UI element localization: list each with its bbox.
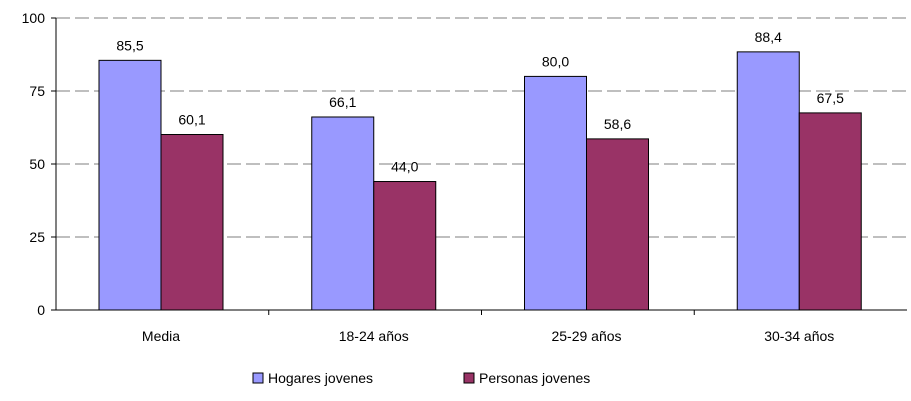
legend-swatch bbox=[252, 372, 264, 384]
data-labels: 85,5 60,1 66,1 44,0 80,0 58,6 88,4 67,5 bbox=[116, 29, 844, 175]
x-tick-label: 18-24 años bbox=[339, 328, 409, 344]
bar-hogares-jovenes-3 bbox=[736, 51, 800, 311]
legend-label: Hogares jovenes bbox=[268, 370, 373, 386]
data-label: 44,0 bbox=[391, 159, 418, 175]
legend: Hogares jovenes Personas jovenes bbox=[252, 370, 590, 386]
x-tick-label: Media bbox=[142, 328, 180, 344]
legend-swatch bbox=[463, 372, 475, 384]
bar-personas-jovenes-2 bbox=[586, 138, 649, 311]
bar-personas-jovenes-3 bbox=[798, 112, 862, 311]
data-label: 88,4 bbox=[755, 29, 782, 45]
x-tick-label: 30-34 años bbox=[764, 328, 834, 344]
y-tick-label: 100 bbox=[22, 10, 46, 26]
bar-hogares-jovenes-1 bbox=[311, 116, 375, 311]
data-label: 80,0 bbox=[542, 53, 569, 69]
legend-label: Personas jovenes bbox=[479, 370, 590, 386]
y-tick-label: 50 bbox=[29, 156, 45, 172]
y-tick-label: 75 bbox=[29, 83, 45, 99]
y-tick-label: 25 bbox=[29, 229, 45, 245]
data-label: 85,5 bbox=[116, 37, 143, 53]
data-label: 60,1 bbox=[178, 112, 205, 128]
y-tick-label: 0 bbox=[37, 302, 45, 318]
bars bbox=[98, 51, 862, 311]
bar-hogares-jovenes-0 bbox=[98, 59, 162, 311]
bar-personas-jovenes-0 bbox=[160, 134, 224, 311]
data-label: 58,6 bbox=[604, 116, 631, 132]
bar-personas-jovenes-1 bbox=[373, 181, 437, 311]
data-label: 66,1 bbox=[329, 94, 356, 110]
data-label: 67,5 bbox=[817, 90, 844, 106]
axes: 0 25 50 75 100 Media 18-24 años 25-29 años 30-34… bbox=[22, 10, 907, 344]
x-tick-label: 25-29 años bbox=[551, 328, 621, 344]
bar-hogares-jovenes-2 bbox=[524, 75, 587, 311]
